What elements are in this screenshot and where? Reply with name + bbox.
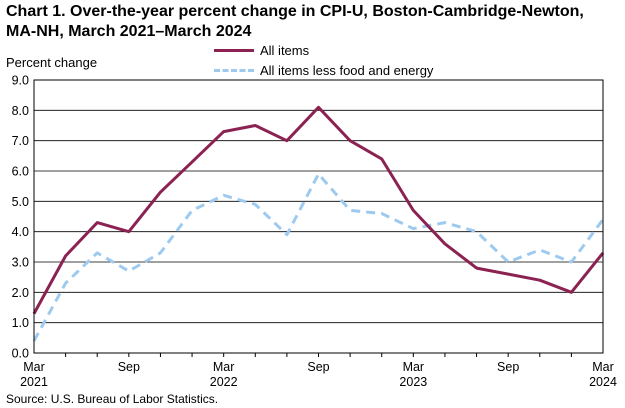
plot-frame <box>33 79 604 354</box>
legend-item-all-items: All items <box>214 40 433 60</box>
legend-swatch-core <box>214 68 254 72</box>
legend-swatch-all-items <box>214 48 254 52</box>
y-tick-label: 9.0 <box>12 74 29 88</box>
x-tick-label: Sep <box>497 360 519 374</box>
x-tick-year-label: 2021 <box>20 375 48 389</box>
legend-label-core: All items less food and energy <box>260 62 434 78</box>
chart-title: Chart 1. Over-the-year percent change in… <box>6 2 606 42</box>
y-tick-label: 2.0 <box>12 286 29 300</box>
x-tick-label: Mar <box>592 360 614 374</box>
source-note: Source: U.S. Bureau of Labor Statistics. <box>6 392 219 406</box>
chart-title-line-1: Chart 1. Over-the-year percent change in… <box>6 3 584 20</box>
y-tick-label: 1.0 <box>12 316 29 330</box>
gridlines <box>34 109 603 324</box>
x-tick-label: Mar <box>403 360 425 374</box>
series-lines <box>32 105 605 342</box>
x-tick-year-label: 2023 <box>399 375 427 389</box>
legend-item-core: All items less food and energy <box>214 60 433 80</box>
y-tick-label: 5.0 <box>12 195 29 209</box>
y-tick-label: 6.0 <box>12 165 29 179</box>
x-tick-label: Mar <box>23 360 45 374</box>
legend: All items All items less food and energy <box>214 40 433 80</box>
x-tick-label: Sep <box>307 360 329 374</box>
x-tick-label: Sep <box>118 360 140 374</box>
series-line-less-food-energy <box>32 172 605 342</box>
legend-label-all-items: All items <box>260 42 310 58</box>
y-axis-label: Percent change <box>6 55 98 70</box>
y-tick-label: 0.0 <box>12 347 29 361</box>
y-tick-label: 4.0 <box>12 225 29 239</box>
y-tick-label: 3.0 <box>12 256 29 270</box>
x-tick-year-label: 2022 <box>210 375 238 389</box>
y-tick-labels: 0.0 1.0 2.0 3.0 4.0 5.0 6.0 7.0 8.0 9.0 <box>12 74 29 361</box>
series-line-all-items <box>32 105 605 315</box>
x-tick-year-label: 2024 <box>589 375 617 389</box>
y-tick-label: 8.0 <box>12 104 29 118</box>
x-tick-label: Mar <box>213 360 235 374</box>
y-tick-label: 7.0 <box>12 134 29 148</box>
chart-title-line-2: MA-NH, March 2021–March 2024 <box>6 23 252 40</box>
